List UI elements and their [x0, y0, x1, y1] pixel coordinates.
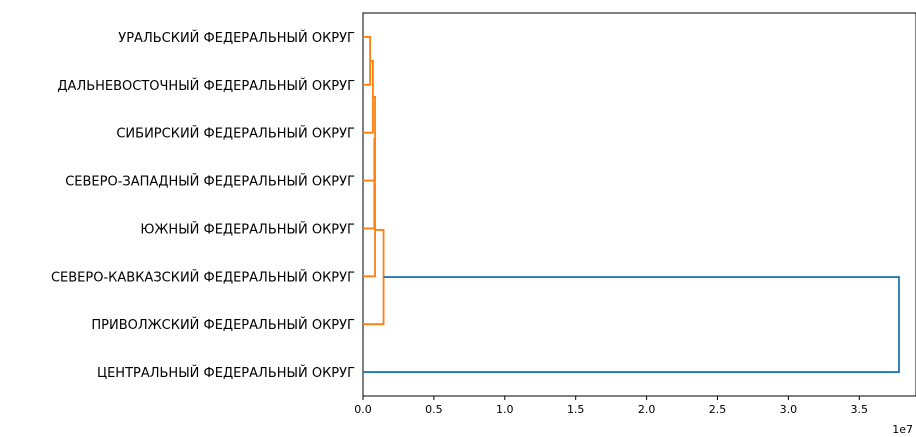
leaf-label: ПРИВОЛЖСКИЙ ФЕДЕРАЛЬНЫЙ ОКРУГ: [91, 317, 355, 333]
leaf-label: СЕВЕРО-КАВКАЗСКИЙ ФЕДЕРАЛЬНЫЙ ОКРУГ: [51, 269, 355, 285]
dendrogram-link: [363, 229, 385, 326]
x-tick-label: 1.5: [567, 403, 585, 416]
leaf-label: СИБИРСКИЙ ФЕДЕРАЛЬНЫЙ ОКРУГ: [116, 126, 355, 142]
dendrogram-link: [363, 276, 900, 373]
dendrogram-link: [363, 36, 371, 86]
leaf-label: СЕВЕРО-ЗАПАДНЫЙ ФЕДЕРАЛЬНЫЙ ОКРУГ: [65, 174, 355, 190]
x-tick-label: 2.5: [709, 403, 727, 416]
x-tick-label: 2.0: [638, 403, 656, 416]
dendrogram-link: [363, 137, 376, 230]
x-tick-label: 1.0: [496, 403, 514, 416]
dendrogram-link: [363, 59, 374, 134]
x-axis-offset-label: 1e7: [892, 423, 913, 436]
dendrogram-links: [363, 36, 900, 373]
x-tick-label: 0.5: [425, 403, 443, 416]
dendrogram-link: [363, 182, 376, 278]
x-tick-label: 3.5: [851, 403, 869, 416]
leaf-label: ДАЛЬНЕВОСТОЧНЫЙ ФЕДЕРАЛЬНЫЙ ОКРУГ: [57, 78, 355, 94]
leaf-label: УРАЛЬСКИЙ ФЕДЕРАЛЬНЫЙ ОКРУГ: [118, 30, 355, 46]
x-tick-label: 3.0: [780, 403, 798, 416]
leaf-label: ЮЖНЫЙ ФЕДЕРАЛЬНЫЙ ОКРУГ: [140, 221, 355, 237]
leaf-label: ЦЕНТРАЛЬНЫЙ ФЕДЕРАЛЬНЫЙ ОКРУГ: [97, 365, 355, 381]
x-tick-label: 0.0: [354, 403, 372, 416]
x-axis-ticks: 0.0 0.5 1.0 1.5 2.0 2.5 3.0 3.5: [354, 396, 868, 416]
leaf-labels: ЦЕНТРАЛЬНЫЙ ФЕДЕРАЛЬНЫЙ ОКРУГ ПРИВОЛЖСКИЙ…: [51, 30, 355, 381]
plot-frame: [362, 12, 916, 397]
